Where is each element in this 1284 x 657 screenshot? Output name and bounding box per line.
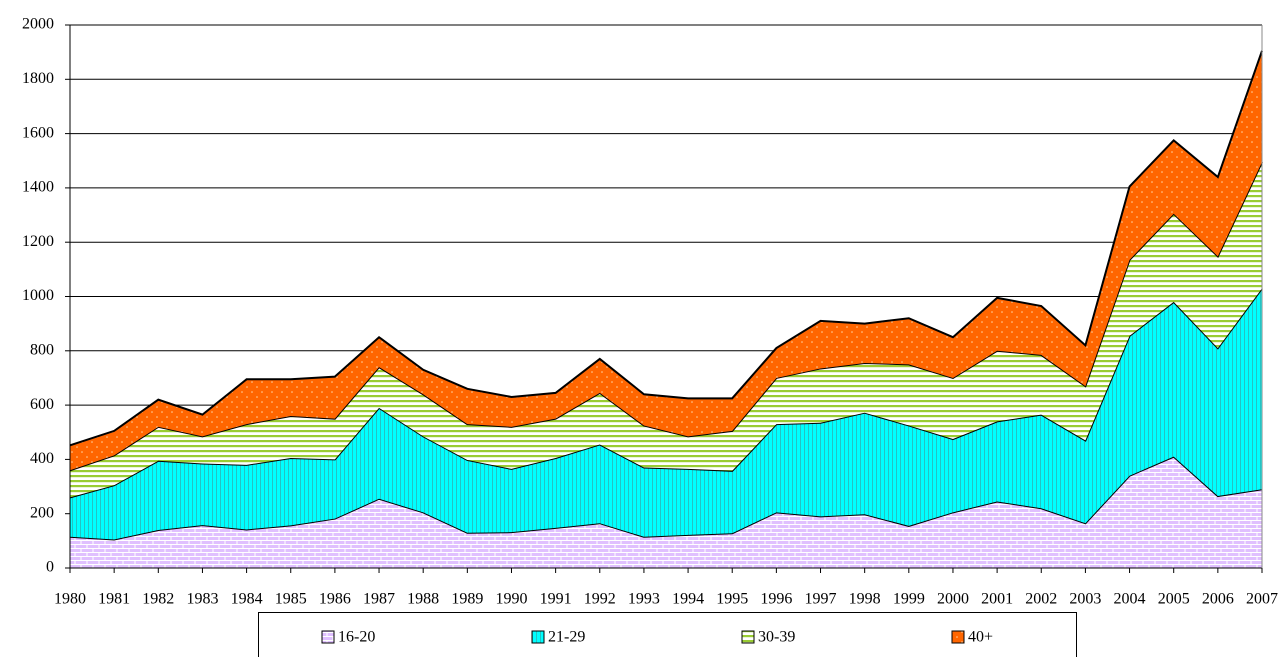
area [70,50,1262,471]
y-tick-label: 1200 [22,233,54,250]
y-tick-label: 2000 [22,16,54,33]
area [70,162,1262,498]
x-tick-label: 1997 [805,591,837,608]
legend-label: 16-20 [338,629,375,646]
x-tick-label: 1982 [142,591,174,608]
area-edge [69,50,1263,447]
x-tick-label: 1991 [540,591,572,608]
x-tick-label: 2004 [1114,591,1146,608]
y-tick-label: 1400 [22,179,54,196]
y-tick-label: 200 [30,504,54,521]
x-tick-label: 2002 [1025,591,1057,608]
x-tick-label: 1999 [893,591,925,608]
x-tick-label: 1996 [760,591,792,608]
y-tick-label: 400 [30,450,54,467]
x-tick-label: 2003 [1069,591,1101,608]
legend-box [258,612,1077,657]
y-tick-label: 600 [30,396,54,413]
x-tick-label: 1989 [451,591,483,608]
x-tick-label: 2001 [981,591,1013,608]
x-tick-label: 1994 [672,591,704,608]
x-tick-label: 2000 [937,591,969,608]
y-tick-label: 1800 [22,70,54,87]
y-tick-label: 1600 [22,124,54,141]
legend-swatch [951,630,965,644]
legend-swatch [531,630,545,644]
x-tick-label: 1986 [319,591,351,608]
x-tick-label: 2007 [1246,591,1278,608]
x-tick-label: 1995 [716,591,748,608]
legend-swatch [741,630,755,644]
y-tick-label: 800 [30,341,54,358]
x-tick-label: 1984 [231,591,263,608]
legend-label: 40+ [968,629,993,646]
x-tick-label: 1992 [584,591,616,608]
x-tick-label: 1990 [495,591,527,608]
x-tick-label: 1980 [54,591,86,608]
y-tick-label: 1000 [22,287,54,304]
area [70,288,1262,540]
y-tick-label: 0 [46,559,54,576]
x-tick-label: 1998 [849,591,881,608]
x-tick-label: 1993 [628,591,660,608]
x-tick-label: 2005 [1158,591,1190,608]
x-tick-label: 1983 [186,591,218,608]
legend-label: 30-39 [758,629,795,646]
x-tick-label: 1985 [275,591,307,608]
legend-swatch [321,630,335,644]
x-tick-label: 2006 [1202,591,1234,608]
x-tick-label: 1988 [407,591,439,608]
x-tick-label: 1981 [98,591,130,608]
x-tick-label: 1987 [363,591,395,608]
area [70,456,1262,568]
legend-label: 21-29 [548,629,585,646]
